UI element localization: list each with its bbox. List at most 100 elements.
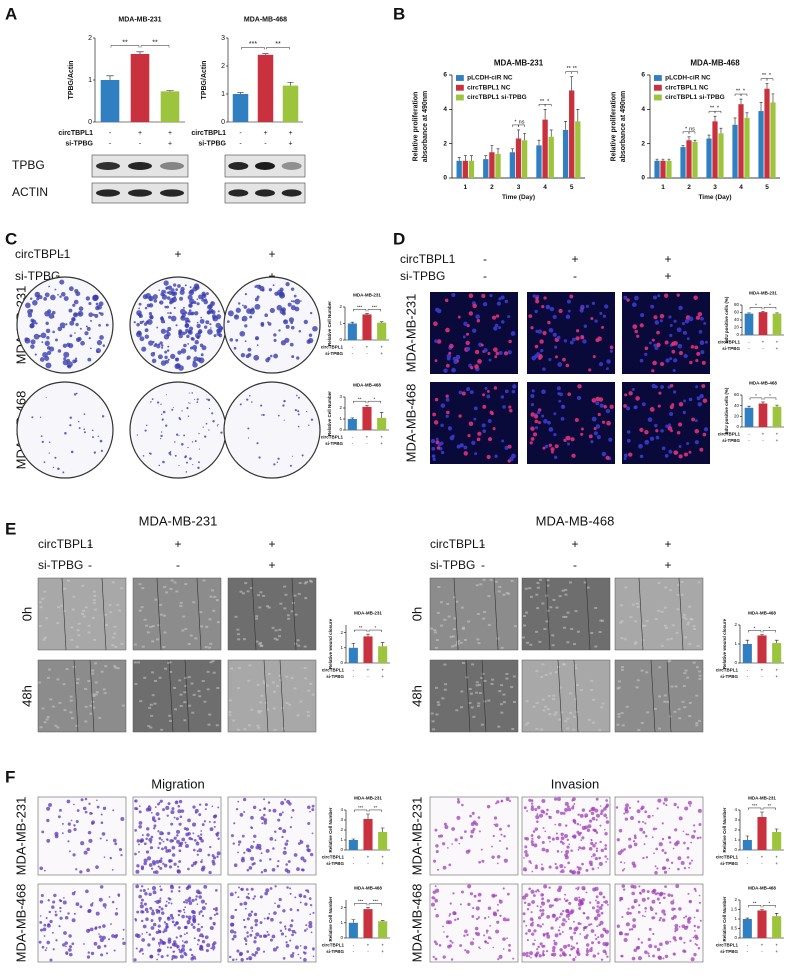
cell-texture — [237, 638, 241, 641]
colony — [268, 288, 273, 292]
stained-cell — [696, 836, 700, 840]
stained-cell — [633, 948, 638, 953]
nucleus — [703, 427, 709, 432]
cell-texture — [546, 708, 550, 711]
cell-texture — [431, 720, 435, 723]
stained-cell — [101, 935, 106, 940]
stained-cell — [693, 830, 696, 833]
cell-texture — [54, 724, 58, 727]
cell-texture — [91, 700, 95, 703]
cell-texture — [502, 693, 506, 696]
error-bar — [693, 139, 697, 142]
colony — [57, 349, 62, 353]
cell-texture — [562, 615, 566, 618]
nucleus — [471, 440, 476, 445]
condition-sign: + — [571, 537, 578, 551]
bar — [742, 840, 752, 850]
cell-texture — [670, 685, 674, 688]
cell-texture — [535, 702, 539, 705]
stained-cell — [267, 933, 270, 937]
stained-cell — [628, 844, 633, 849]
cell-texture — [653, 707, 657, 710]
stained-cell — [555, 836, 560, 841]
stained-cell — [674, 927, 679, 932]
bar — [282, 85, 299, 122]
stained-cell — [156, 958, 158, 961]
stained-cell — [589, 901, 592, 904]
colony — [185, 471, 188, 473]
cell-texture — [591, 721, 595, 724]
cell-texture — [45, 718, 49, 721]
stained-cell — [600, 958, 604, 961]
cell-texture — [601, 702, 605, 705]
stained-cell — [176, 834, 179, 837]
stained-cell — [599, 920, 604, 925]
condition-sign: - — [88, 558, 92, 572]
stained-cell — [139, 948, 144, 952]
stained-cell — [605, 816, 608, 819]
condition-sign: - — [366, 441, 368, 446]
error-bar — [366, 907, 370, 910]
cell-texture — [120, 642, 124, 645]
cell-texture — [290, 676, 294, 679]
cell-texture — [673, 710, 677, 713]
cell-texture — [500, 711, 504, 714]
cell-texture — [204, 646, 208, 649]
nucleus — [530, 394, 535, 399]
colony — [233, 346, 237, 350]
colony — [294, 298, 301, 305]
colony — [179, 418, 182, 421]
stained-cell — [135, 869, 140, 874]
stained-cell — [93, 941, 98, 946]
stained-cell — [98, 925, 102, 929]
stained-cell — [64, 915, 69, 920]
nucleus — [440, 423, 444, 428]
cell-texture — [56, 606, 60, 609]
stained-cell — [450, 958, 454, 961]
cell-texture — [87, 631, 91, 634]
nucleus — [488, 358, 492, 362]
cell-texture — [279, 602, 283, 605]
condition-sign: - — [747, 861, 749, 866]
stained-cell — [171, 916, 175, 920]
wound-image — [132, 577, 222, 651]
cell-texture — [148, 706, 152, 709]
bar — [348, 840, 358, 850]
stained-cell — [297, 953, 300, 956]
cell-texture — [505, 592, 509, 595]
stained-cell — [559, 811, 564, 815]
bar — [660, 160, 666, 178]
stained-cell — [531, 837, 534, 840]
stained-cell — [477, 899, 480, 903]
nucleus — [545, 304, 551, 310]
stained-cell — [537, 835, 541, 839]
nucleus — [644, 346, 649, 351]
stained-cell — [165, 838, 169, 841]
stained-cell — [289, 825, 292, 829]
stained-cell — [263, 813, 266, 817]
stained-cell — [201, 859, 203, 861]
cell-texture — [272, 707, 276, 710]
stained-cell — [678, 925, 681, 928]
stained-cell — [685, 833, 688, 836]
nucleus — [634, 329, 639, 334]
nucleus — [481, 293, 486, 298]
nucleus — [628, 452, 633, 457]
stained-cell — [525, 951, 529, 955]
cell-texture — [116, 667, 120, 670]
stained-cell — [111, 868, 114, 871]
cell-texture — [111, 636, 115, 639]
wound-edge — [279, 659, 285, 733]
colony — [50, 294, 56, 301]
stained-cell — [265, 848, 270, 853]
stained-cell — [575, 942, 579, 945]
nucleus — [626, 430, 631, 434]
nucleus — [435, 307, 440, 312]
error-bar — [543, 109, 547, 120]
stained-cell — [523, 857, 525, 859]
cell-texture — [174, 708, 178, 711]
cell-texture — [170, 579, 174, 582]
stained-cell — [153, 827, 156, 830]
nucleus — [455, 354, 461, 360]
stained-cell — [546, 934, 551, 939]
